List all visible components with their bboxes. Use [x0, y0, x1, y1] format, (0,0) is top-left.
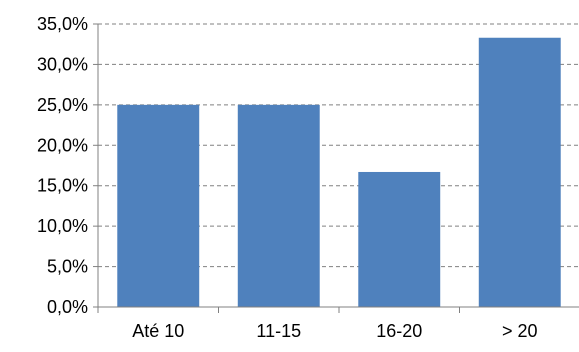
axes — [93, 23, 579, 313]
bar — [237, 104, 320, 307]
y-tick-label: 20,0% — [37, 135, 88, 155]
y-tick-label: 25,0% — [37, 95, 88, 115]
y-tick-label: 15,0% — [37, 176, 88, 196]
bar — [478, 37, 561, 307]
x-tick-labels: Até 10 11-15 16-20 > 20 — [132, 321, 537, 341]
x-tick-label: > 20 — [502, 321, 538, 341]
x-tick-label: 16-20 — [376, 321, 422, 341]
y-tick-label: 0,0% — [47, 297, 88, 317]
bars — [117, 37, 561, 307]
y-tick-label: 35,0% — [37, 14, 88, 34]
bar — [358, 171, 441, 307]
y-tick-label: 5,0% — [47, 257, 88, 277]
bar — [117, 104, 200, 307]
y-tick-label: 10,0% — [37, 216, 88, 236]
y-tick-label: 30,0% — [37, 54, 88, 74]
x-tick-label: 11-15 — [256, 321, 301, 341]
y-tick-labels: 0,0% 5,0% 10,0% 15,0% 20,0% 25,0% 30,0% 35,0% — [37, 14, 88, 317]
x-tick-label: Até 10 — [132, 321, 184, 341]
